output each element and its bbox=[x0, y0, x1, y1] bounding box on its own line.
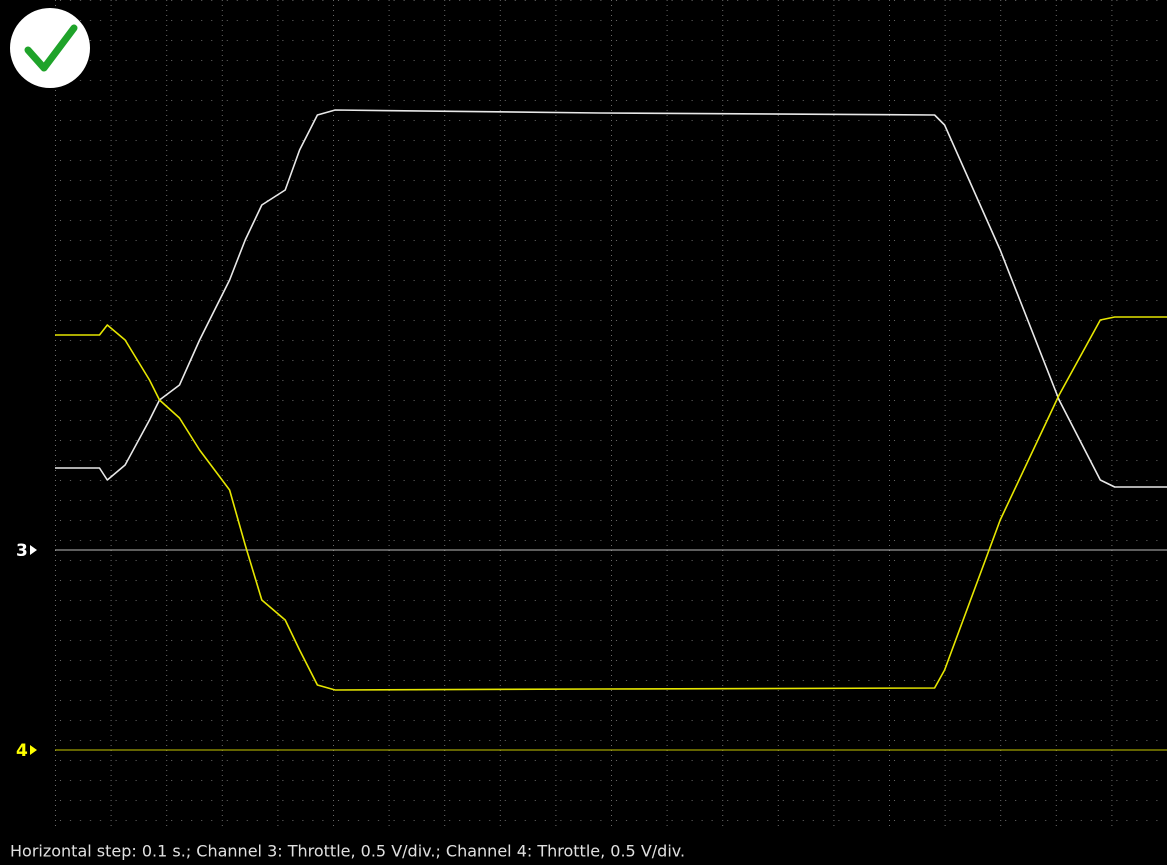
channel-marker: 4 bbox=[16, 741, 28, 761]
trace bbox=[55, 316, 1167, 691]
marker-arrow bbox=[30, 745, 37, 755]
grid bbox=[55, 0, 1167, 830]
status-icon bbox=[10, 8, 90, 88]
channel-marker: 3 bbox=[16, 541, 28, 561]
caption: Horizontal step: 0.1 s.; Channel 3: Thro… bbox=[10, 842, 685, 861]
marker-arrow bbox=[30, 545, 37, 555]
trace bbox=[55, 109, 1167, 488]
